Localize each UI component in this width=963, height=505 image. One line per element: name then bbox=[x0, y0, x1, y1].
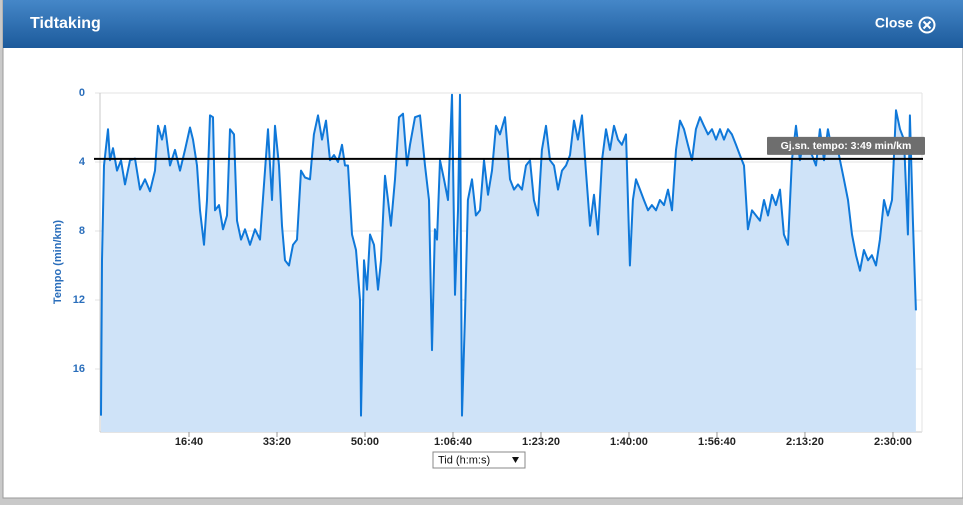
close-icon[interactable] bbox=[918, 16, 936, 34]
x-tick-label: 1:40:00 bbox=[610, 436, 648, 448]
close-label[interactable]: Close bbox=[875, 15, 913, 31]
close-button[interactable]: Close bbox=[875, 15, 936, 34]
y-tick-label: 16 bbox=[73, 363, 85, 375]
dropdown-arrow[interactable] bbox=[512, 457, 519, 463]
y-axis-title: Tempo (min/km) bbox=[52, 220, 64, 304]
pace-line bbox=[100, 93, 917, 417]
average-label-box bbox=[767, 136, 925, 155]
close-icon-x[interactable] bbox=[922, 20, 932, 30]
x-tick-label: 33:20 bbox=[263, 436, 291, 448]
dialog-title: Tidtaking bbox=[30, 15, 101, 32]
x-tick-label: 1:56:40 bbox=[698, 436, 736, 448]
average-label: Gj.sn. tempo: 3:49 min/km bbox=[781, 140, 912, 152]
y-tick-label: 8 bbox=[79, 225, 85, 237]
x-tick-label: 2:13:20 bbox=[786, 436, 824, 448]
dialog-header bbox=[3, 0, 963, 48]
x-tick-label: 16:40 bbox=[175, 436, 203, 448]
plot: 0 4 8 12 16 16:40 33:20 50:00 1:06:40 1:23:20 1:40… bbox=[73, 87, 925, 448]
x-selector[interactable]: Tid (h:m:s) bbox=[432, 451, 526, 469]
area-fill bbox=[101, 94, 916, 432]
dropdown[interactable] bbox=[432, 451, 526, 469]
dropdown-label[interactable]: Tid (h:m:s) bbox=[438, 454, 490, 466]
x-tick-label: 1:06:40 bbox=[434, 436, 472, 448]
y-tick-label: 4 bbox=[79, 156, 86, 168]
x-tick-label: 50:00 bbox=[351, 436, 379, 448]
x-tick-label: 2:30:00 bbox=[874, 436, 912, 448]
y-tick-label: 12 bbox=[73, 294, 85, 306]
y-tick-label: 0 bbox=[79, 87, 85, 99]
x-tick-label: 1:23:20 bbox=[522, 436, 560, 448]
